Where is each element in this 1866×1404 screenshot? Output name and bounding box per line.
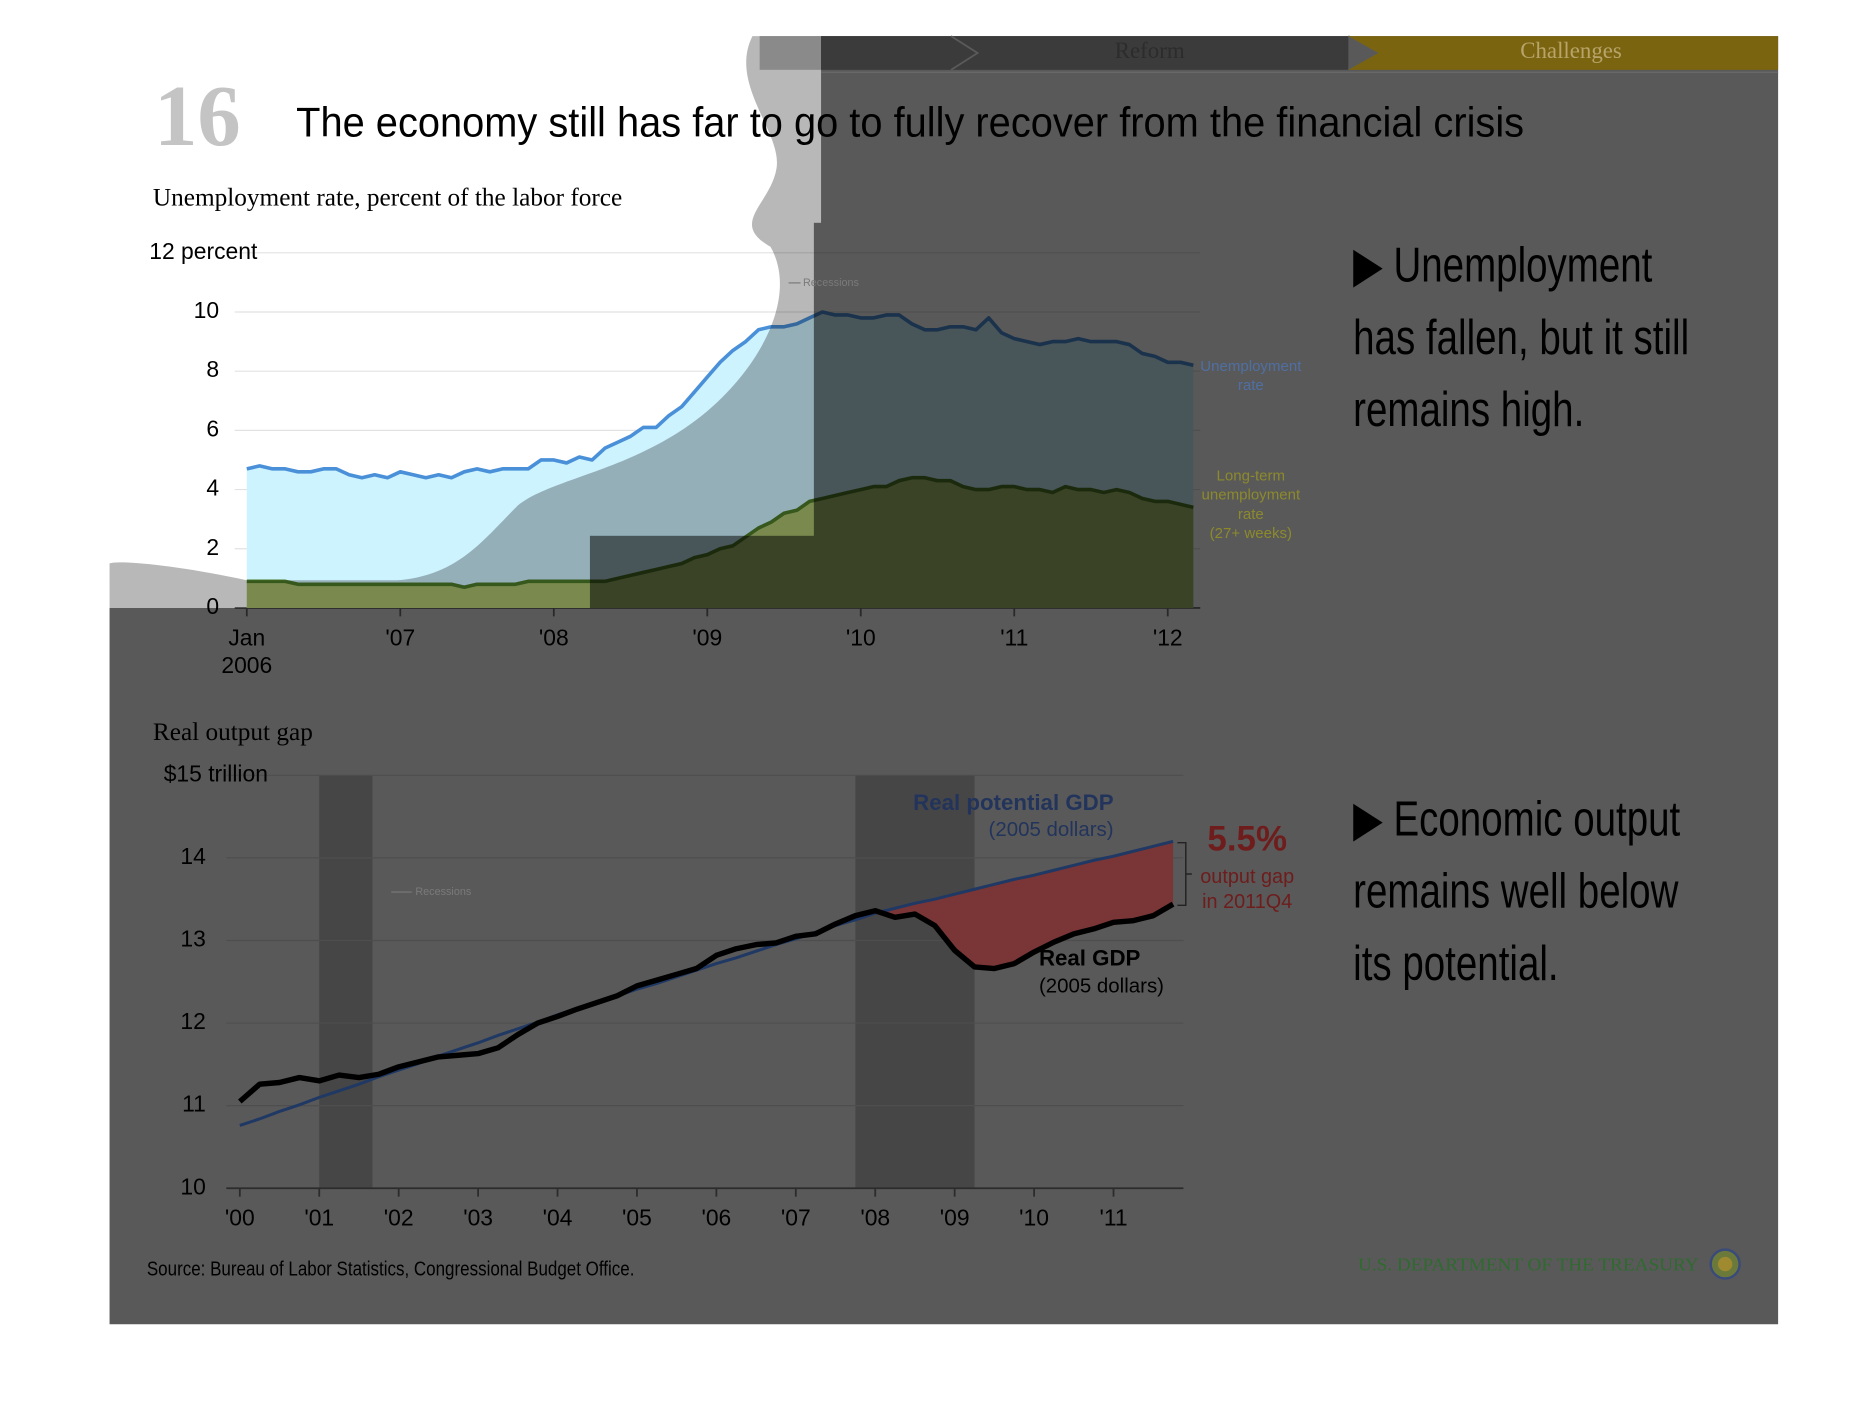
chart-title: Unemployment rate, percent of the labor … [153, 184, 622, 212]
legend-label: Unemployment rate [1200, 357, 1302, 394]
seal-center [1717, 1256, 1733, 1272]
x-tick-label: '09 [940, 1205, 970, 1231]
chart-title: Real output gap [153, 718, 313, 746]
x-tick-label: '06 [701, 1205, 731, 1231]
x-tick-label: '08 [538, 626, 569, 652]
y-tick-label: 12 percent [149, 238, 258, 264]
over-layer: 12 percent 10 8 6 4 2 0 Recessions $15 trillion 1… [149, 238, 1294, 1231]
y-tick-label: 10 [180, 1173, 205, 1199]
line [239, 839, 1174, 1127]
nav-bar: Reform Challenges [759, 35, 1779, 73]
dark-overlay [109, 36, 1779, 1325]
source-note: Source: Bureau of Labor Statistics, Cong… [147, 1258, 635, 1280]
x-tick-label: '10 [845, 626, 876, 652]
bullet-text: ▶ Unemployment has fallen, but it still … [1353, 237, 1690, 438]
x-tick-label: '12 [1152, 626, 1183, 652]
x-tick-label: '01 [304, 1205, 334, 1231]
nav-tab [821, 36, 1349, 70]
light-overlay [109, 36, 822, 608]
x-tick-label: '00 [225, 1205, 255, 1231]
y-tick-label: 12 [180, 1008, 205, 1034]
x-tick-label: '08 [860, 1205, 890, 1231]
x-tick-label: '07 [385, 626, 416, 652]
bullet-text: ▶ Economic output remains well below its… [1353, 790, 1681, 991]
y-tick-label: 14 [180, 843, 206, 869]
slide-title: The economy still has far to go to fully… [296, 98, 1524, 145]
footer-logo-text: U.S. DEPARTMENT OF THE TREASURY [1358, 1254, 1699, 1274]
x-tick-label: '02 [384, 1205, 414, 1231]
y-tick-label: 6 [206, 415, 219, 441]
annotation: output gap [1200, 866, 1294, 888]
output-gap-area [875, 841, 1174, 969]
annotation: 5.5% [1207, 820, 1287, 859]
y-tick-label: 13 [180, 926, 205, 952]
legend-label: Recessions [803, 277, 860, 289]
x-tick-label: '07 [781, 1205, 811, 1231]
x-tick-label: '03 [463, 1205, 493, 1231]
x-tick-label: '09 [692, 626, 723, 652]
annotation: in 2011Q4 [1202, 891, 1292, 913]
x-tick-label: Jan 2006 [221, 626, 273, 679]
annotation: Real GDP [1039, 945, 1141, 970]
y-tick-label: 10 [194, 297, 219, 323]
nav-item[interactable]: Reform [1115, 38, 1185, 63]
x-tick-label: '11 [1000, 626, 1029, 652]
legend-label: Recessions [415, 886, 472, 898]
annotation: Real potential GDP [913, 790, 1114, 815]
gap-bracket [1177, 841, 1192, 907]
y-tick-label: 11 [182, 1091, 206, 1117]
nav-tab-active [1348, 36, 1779, 70]
legend-label: Long-term unemployment rate (27+ weeks) [1201, 467, 1301, 542]
y-tick-label: 4 [206, 475, 219, 501]
y-tick-label: $15 trillion [164, 760, 268, 786]
annotation: (2005 dollars) [1039, 975, 1164, 998]
annotation: (2005 dollars) [989, 818, 1114, 841]
x-tick-label: '10 [1019, 1205, 1049, 1231]
y-tick-label: 2 [206, 534, 219, 560]
slide-number: 16 [154, 68, 241, 164]
nav-item[interactable]: Challenges [1520, 38, 1622, 63]
x-tick-label: '04 [543, 1205, 573, 1231]
x-tick-label: '11 [1099, 1205, 1127, 1231]
recession-band [855, 775, 975, 1189]
nav-tab [759, 36, 822, 70]
y-tick-label: 8 [206, 356, 219, 382]
x-tick-label: '05 [622, 1205, 652, 1231]
recession-band [319, 775, 373, 1189]
y-tick-label: 0 [206, 593, 219, 619]
line [238, 901, 1175, 1104]
treasury-seal [1709, 1248, 1741, 1280]
